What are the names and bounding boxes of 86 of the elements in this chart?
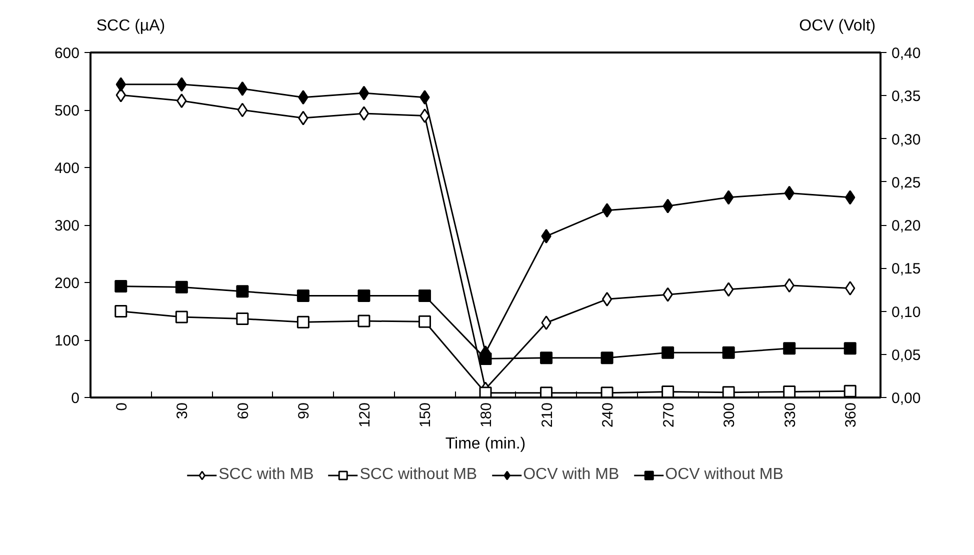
x-tick-label: 300 [721,402,738,428]
point [662,198,673,214]
point [358,106,370,121]
x-axis-title: Time (min.) [445,436,526,453]
y-tick-label: 500 [54,102,80,120]
point [662,386,674,398]
point [784,186,794,200]
point [845,190,856,205]
point [722,346,735,359]
legend-label: SCC without MB [360,466,478,484]
y2-tick-label: 0,10 [892,304,921,321]
point [237,81,248,96]
point [114,280,128,292]
point [662,287,673,302]
y-tick-label: 0 [71,390,80,407]
point [176,77,187,92]
point [298,110,308,126]
x-tick-label: 60 [234,402,252,420]
y2-tick-label: 0,20 [892,218,921,234]
y2-axis-title: OCV (Volt) [799,18,876,34]
point [418,315,431,328]
x-tick-label: 210 [538,402,556,428]
point [844,384,856,398]
point [418,289,431,302]
point [541,228,552,244]
point [845,281,856,296]
x-tick-label: 270 [660,402,678,428]
point [236,312,249,325]
y-tick-label: 200 [54,275,80,292]
point [540,386,553,398]
point [541,316,552,330]
point [237,102,248,118]
y2-tick-label: 0,40 [892,45,921,62]
legend-label: OCV with MB [523,466,620,484]
x-tick-label: 240 [600,402,617,428]
point [602,292,612,306]
point [296,316,310,328]
point [358,314,370,328]
x-tick-label: 0 [113,402,130,411]
y-tick-label: 100 [54,332,80,350]
point [602,203,612,218]
point [722,386,735,398]
x-tick-label: 150 [417,402,434,428]
y2-tick-label: 0,30 [892,131,921,148]
point [175,280,188,294]
y2-tick-label: 0,25 [892,174,921,192]
point [479,386,492,398]
legend-label: OCV without MB [665,466,784,484]
point [723,282,734,297]
point [236,285,249,298]
point [298,90,308,105]
y-tick-label: 300 [54,218,80,234]
y2-tick-label: 0,15 [892,260,921,278]
x-tick-label: 330 [782,402,799,428]
x-tick-label: 120 [356,402,374,428]
point [420,108,430,123]
x-tick-label: 180 [478,402,495,428]
point [600,386,614,398]
point [176,94,187,108]
y2-tick-label: 0,05 [892,346,921,364]
y-axis-title: SCC (µA) [96,18,166,34]
y-tick-label: 400 [54,160,80,177]
point [783,386,796,398]
point [114,305,128,318]
point [358,86,370,100]
point [175,310,188,324]
point [784,278,794,293]
point [844,342,856,355]
point [600,352,614,364]
x-tick-label: 90 [296,402,313,420]
point [723,190,734,205]
point [358,289,370,302]
x-tick-label: 30 [174,402,192,420]
point [540,352,553,364]
point [479,352,492,365]
point [783,342,796,355]
point [116,88,126,102]
legend-label: SCC with MB [218,466,314,484]
x-tick-label: 360 [842,402,860,428]
point [116,77,126,92]
y2-tick-label: 0,35 [892,88,921,106]
point [662,346,674,359]
point [420,90,430,105]
y-tick-label: 600 [54,45,80,62]
point [296,289,310,302]
y2-tick-label: 0,00 [892,390,921,407]
